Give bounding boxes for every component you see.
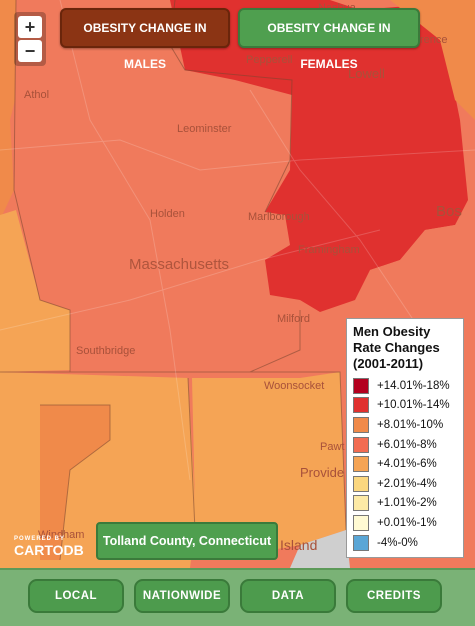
- local-button[interactable]: LOCAL: [28, 579, 124, 613]
- legend-range-label: +14.01%-18%: [377, 379, 450, 392]
- legend-swatch: [353, 377, 369, 394]
- legend-list: +14.01%-18% +10.01%-14% +8.01%-10% +6.01%-8…: [353, 376, 457, 552]
- place-label-windham: Windham: [38, 529, 84, 541]
- county-region: [170, 0, 468, 312]
- cartodb-logo: CARTODB: [14, 542, 84, 558]
- legend-item: -4%-0%: [353, 533, 457, 553]
- legend-range-label: +1.01%-2%: [377, 497, 437, 510]
- legend-swatch: [353, 397, 369, 414]
- county-tooltip: Tolland County, Connecticut: [96, 522, 278, 560]
- nationwide-button[interactable]: NATIONWIDE: [134, 579, 230, 613]
- place-label-framingham: Framingham: [298, 244, 360, 256]
- county-region: [0, 210, 72, 372]
- legend-range-label: -4%-0%: [377, 536, 418, 549]
- roads: [0, 0, 475, 481]
- map-canvas[interactable]: Nashua Pepperell Lowell rence Athol Leom…: [0, 0, 475, 568]
- legend-title: Men Obesity Rate Changes (2001-2011): [353, 324, 440, 371]
- county-region: [40, 405, 110, 560]
- legend-swatch: [353, 534, 369, 551]
- data-button[interactable]: DATA: [240, 579, 336, 613]
- place-label-pawtucket: Pawt: [320, 441, 344, 453]
- credits-button[interactable]: CREDITS: [346, 579, 442, 613]
- legend-swatch: [353, 416, 369, 433]
- zoom-in-button[interactable]: +: [18, 16, 42, 38]
- legend-swatch: [353, 456, 369, 473]
- legend-range-label: +4.01%-6%: [377, 458, 437, 471]
- place-label-boston: Bos: [436, 203, 462, 220]
- place-label-marlborough: Marlborough: [248, 211, 310, 223]
- place-label-lawrence: rence: [420, 34, 448, 46]
- zoom-control: + −: [14, 12, 46, 66]
- legend-range-label: +10.01%-14%: [377, 399, 450, 412]
- place-label-milford: Milford: [277, 313, 310, 325]
- place-label-woonsocket: Woonsocket: [264, 380, 324, 392]
- place-label-providence: Provide: [300, 465, 344, 480]
- legend-swatch: [353, 475, 369, 492]
- county-region: [192, 372, 346, 552]
- legend-item: +10.01%-14%: [353, 396, 457, 416]
- legend-swatch: [353, 514, 369, 531]
- choropleth-map: Nashua Pepperell Lowell rence Athol Leom…: [0, 0, 475, 568]
- legend-range-label: +6.01%-8%: [377, 438, 437, 451]
- place-label-leominster: Leominster: [177, 123, 232, 135]
- legend: Men Obesity Rate Changes (2001-2011) +14…: [346, 318, 464, 558]
- legend-item: +14.01%-18%: [353, 376, 457, 396]
- legend-item: +0.01%-1%: [353, 513, 457, 533]
- legend-item: +4.01%-6%: [353, 454, 457, 474]
- place-label-athol: Athol: [24, 89, 49, 101]
- county-region: [370, 220, 475, 340]
- region-label-rhode-island: Island: [280, 537, 317, 553]
- tab-obesity-females[interactable]: OBESITY CHANGE IN FEMALES: [238, 8, 420, 71]
- legend-swatch: [353, 495, 369, 512]
- zoom-out-button[interactable]: −: [18, 40, 42, 62]
- footer-nav: LOCAL NATIONWIDE DATA CREDITS: [0, 568, 475, 626]
- place-label-holden: Holden: [150, 208, 185, 220]
- place-label-southbridge: Southbridge: [76, 345, 135, 357]
- legend-swatch: [353, 436, 369, 453]
- cartodb-attribution[interactable]: POWERED BY CARTODB: [14, 536, 84, 558]
- legend-item: +1.01%-2%: [353, 494, 457, 514]
- tab-obesity-males[interactable]: OBESITY CHANGE IN MALES: [60, 8, 230, 71]
- legend-range-label: +0.01%-1%: [377, 516, 437, 529]
- powered-by-label: POWERED BY: [14, 536, 66, 542]
- legend-range-label: +2.01%-4%: [377, 477, 437, 490]
- region-label-massachusetts: Massachusetts: [129, 256, 229, 273]
- legend-item: +8.01%-10%: [353, 415, 457, 435]
- county-region: [390, 0, 475, 120]
- county-region: [14, 0, 300, 372]
- water-body: [290, 530, 350, 568]
- place-label-pepperell: Pepperell: [246, 54, 292, 66]
- legend-range-label: +8.01%-10%: [377, 418, 444, 431]
- legend-item: +2.01%-4%: [353, 474, 457, 494]
- legend-item: +6.01%-8%: [353, 435, 457, 455]
- place-label-lowell: Lowell: [348, 66, 385, 81]
